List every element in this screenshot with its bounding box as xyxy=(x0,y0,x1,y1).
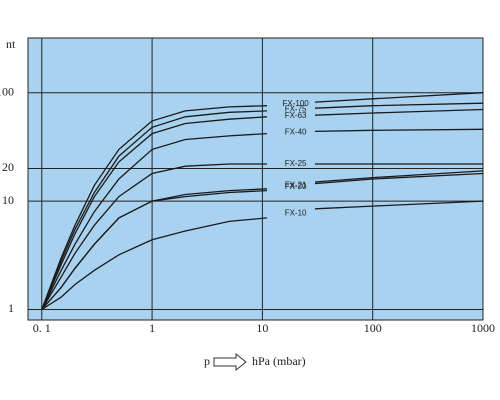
series-line xyxy=(41,92,484,310)
y-tick-label: 20 xyxy=(2,160,14,174)
series-label: FX-10 xyxy=(285,208,307,217)
series-line xyxy=(41,172,484,310)
arrow xyxy=(213,352,247,372)
series-label: FX-25 xyxy=(285,159,307,168)
x-tick-label: 1000 xyxy=(471,321,495,335)
x-tick-label: 1 xyxy=(149,321,155,335)
series-label: FX-75 xyxy=(285,105,307,114)
x-tick-label: 10 xyxy=(256,321,268,335)
x-tick-label: 100 xyxy=(364,321,382,335)
series-label: FX-20 xyxy=(285,182,307,191)
y-tick-label: 10 xyxy=(2,193,14,207)
y-axis-label: nt xyxy=(6,37,16,51)
series-line xyxy=(41,200,484,311)
series-label: FX-40 xyxy=(285,128,307,137)
series-label: FX-63 xyxy=(285,111,307,120)
series-label: FX-21 xyxy=(285,181,307,190)
series-line xyxy=(41,102,484,310)
x-tick-label: 0. 1 xyxy=(33,321,51,335)
series-line xyxy=(41,108,484,310)
x-axis-prefix: p xyxy=(204,354,210,368)
series-line xyxy=(41,163,483,310)
series-label: FX-100 xyxy=(282,99,309,108)
plot-area xyxy=(27,37,484,321)
x-axis-label: hPa (mbar) xyxy=(252,354,306,368)
series-line xyxy=(41,128,484,310)
y-tick-label: 1 xyxy=(8,301,14,315)
y-tick-label: 100 xyxy=(0,84,14,98)
